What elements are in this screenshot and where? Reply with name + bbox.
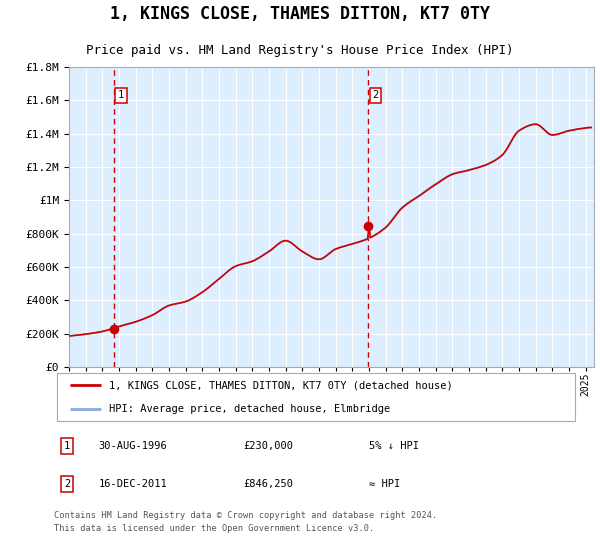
Text: ≈ HPI: ≈ HPI [369, 479, 400, 489]
Text: 2: 2 [64, 479, 70, 489]
Text: £846,250: £846,250 [243, 479, 293, 489]
Text: 1: 1 [64, 441, 70, 451]
Text: Contains HM Land Registry data © Crown copyright and database right 2024.
This d: Contains HM Land Registry data © Crown c… [54, 511, 437, 533]
Text: 16-DEC-2011: 16-DEC-2011 [98, 479, 167, 489]
Text: 1: 1 [118, 91, 124, 100]
Text: £230,000: £230,000 [243, 441, 293, 451]
Text: Price paid vs. HM Land Registry's House Price Index (HPI): Price paid vs. HM Land Registry's House … [86, 44, 514, 57]
Text: 2: 2 [373, 91, 379, 100]
Text: 5% ↓ HPI: 5% ↓ HPI [369, 441, 419, 451]
Text: HPI: Average price, detached house, Elmbridge: HPI: Average price, detached house, Elmb… [109, 404, 391, 414]
Text: 1, KINGS CLOSE, THAMES DITTON, KT7 0TY: 1, KINGS CLOSE, THAMES DITTON, KT7 0TY [110, 5, 490, 23]
Text: 30-AUG-1996: 30-AUG-1996 [98, 441, 167, 451]
Text: 1, KINGS CLOSE, THAMES DITTON, KT7 0TY (detached house): 1, KINGS CLOSE, THAMES DITTON, KT7 0TY (… [109, 380, 453, 390]
FancyBboxPatch shape [56, 374, 575, 421]
